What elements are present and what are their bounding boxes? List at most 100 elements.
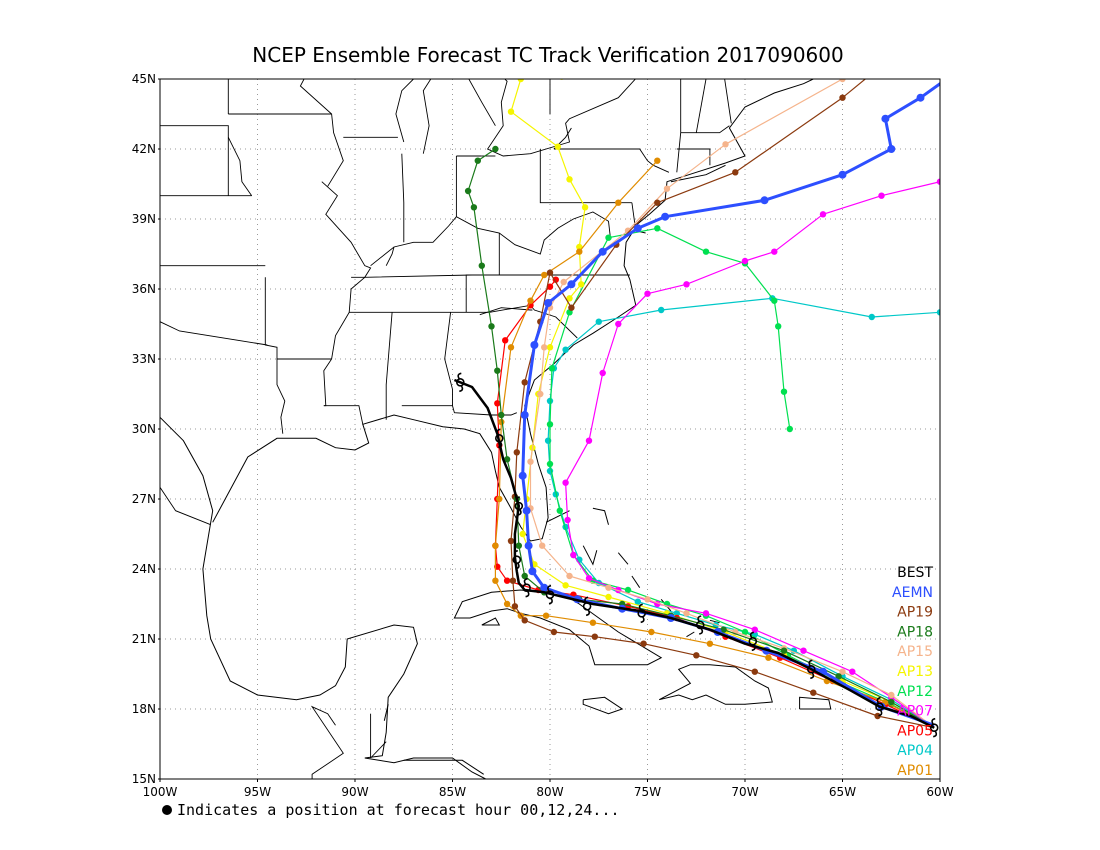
hurricane-symbol bbox=[514, 496, 524, 516]
track-point-ap15 bbox=[722, 141, 729, 148]
track-point-ap13 bbox=[566, 295, 573, 302]
track-point-ap18 bbox=[470, 204, 478, 211]
map-geography bbox=[160, 79, 832, 779]
track-point-ap19 bbox=[732, 169, 739, 176]
lat-label: 39N bbox=[132, 212, 156, 226]
track-line-ap15 bbox=[529, 79, 935, 729]
track-point-aemn bbox=[524, 541, 533, 550]
coastline bbox=[617, 552, 629, 565]
track-point-ap01 bbox=[527, 297, 534, 304]
track-point-ap18 bbox=[835, 673, 842, 680]
track-point-ap04 bbox=[546, 397, 554, 405]
political-border bbox=[321, 181, 372, 360]
track-line-ap12 bbox=[549, 227, 935, 729]
coastline bbox=[670, 164, 726, 183]
track-point-ap07 bbox=[741, 257, 749, 265]
coastline bbox=[709, 619, 720, 624]
political-border bbox=[395, 79, 414, 143]
track-point-ap12 bbox=[780, 388, 788, 395]
track-point-ap12 bbox=[775, 323, 782, 330]
political-border bbox=[310, 705, 344, 779]
track-point-aemn bbox=[633, 224, 642, 233]
lon-label: 75W bbox=[634, 785, 661, 799]
track-point-ap07 bbox=[585, 575, 593, 582]
lat-label: 45N bbox=[132, 72, 156, 86]
footnote: Indicates a position at forecast hour 00… bbox=[177, 801, 620, 819]
track-point-ap15 bbox=[537, 390, 544, 398]
track-point-ap18 bbox=[498, 411, 505, 419]
track-point-ap07 bbox=[751, 626, 758, 633]
political-border bbox=[160, 276, 268, 346]
hurricane-symbol bbox=[748, 631, 758, 652]
track-point-ap13 bbox=[578, 281, 585, 288]
track-point-ap04 bbox=[868, 313, 875, 321]
track-point-aemn bbox=[946, 73, 954, 81]
track-line-ap13 bbox=[510, 79, 935, 729]
political-border bbox=[227, 137, 253, 196]
lon-label: 70W bbox=[731, 785, 758, 799]
map-title: NCEP Ensemble Forecast TC Track Verifica… bbox=[252, 43, 843, 67]
hurricane-symbol bbox=[637, 603, 647, 624]
political-border bbox=[695, 79, 707, 133]
track-point-aemn bbox=[518, 471, 527, 480]
political-border bbox=[401, 153, 405, 243]
coastline bbox=[160, 416, 486, 779]
track-point-ap15 bbox=[566, 572, 573, 580]
political-border bbox=[385, 246, 395, 266]
track-point-ap01 bbox=[507, 344, 515, 351]
lat-label: 21N bbox=[132, 632, 156, 646]
track-point-aemn bbox=[838, 170, 847, 179]
hurricane-symbol bbox=[494, 428, 504, 449]
lon-label: 80W bbox=[536, 785, 563, 799]
political-border bbox=[276, 359, 286, 434]
political-border bbox=[370, 741, 387, 759]
track-point-ap07 bbox=[585, 437, 593, 444]
track-point-ap19 bbox=[550, 628, 558, 636]
legend-entry-ap19: AP19 bbox=[897, 605, 933, 621]
track-point-ap01 bbox=[706, 640, 714, 647]
political-border bbox=[385, 312, 393, 420]
political-border bbox=[370, 211, 611, 267]
track-point-ap07 bbox=[702, 610, 710, 617]
track-point-ap19 bbox=[640, 640, 647, 647]
track-point-ap07 bbox=[936, 178, 940, 185]
track-point-ap07 bbox=[564, 516, 571, 524]
track-point-ap07 bbox=[644, 290, 651, 297]
track-point-ap07 bbox=[819, 211, 827, 218]
track-point-ap07 bbox=[683, 281, 690, 288]
track-point-ap19 bbox=[654, 199, 661, 206]
political-border bbox=[323, 358, 332, 407]
track-point-ap13 bbox=[562, 582, 569, 589]
track-point-ap13 bbox=[517, 79, 524, 83]
coastline bbox=[453, 589, 663, 666]
coastline bbox=[383, 704, 389, 721]
coastline bbox=[631, 575, 641, 588]
political-border bbox=[676, 148, 711, 166]
track-point-ap05 bbox=[503, 577, 511, 584]
lat-label: 42N bbox=[132, 142, 156, 156]
hurricane-symbol bbox=[695, 615, 705, 635]
track-point-ap19 bbox=[693, 652, 700, 659]
track-point-aemn bbox=[760, 196, 769, 205]
track-point-ap13 bbox=[576, 243, 583, 251]
track-point-ap13 bbox=[507, 108, 515, 115]
track-point-ap01 bbox=[492, 542, 499, 549]
track-point-ap19 bbox=[568, 304, 575, 311]
track-point-ap13 bbox=[554, 143, 561, 150]
political-border bbox=[676, 132, 682, 173]
political-border bbox=[539, 149, 632, 204]
lat-label: 24N bbox=[132, 562, 156, 576]
track-point-ap19 bbox=[874, 712, 881, 720]
coastline bbox=[545, 510, 570, 523]
hurricane-symbol bbox=[512, 549, 522, 570]
political-border bbox=[299, 79, 344, 187]
track-point-ap18 bbox=[780, 647, 788, 654]
coastline bbox=[686, 631, 695, 638]
coastline bbox=[403, 759, 484, 775]
track-point-ap15 bbox=[839, 668, 846, 675]
political-border bbox=[227, 79, 229, 114]
hurricane-symbol bbox=[522, 577, 531, 598]
track-point-ap12 bbox=[546, 460, 554, 468]
lat-label: 30N bbox=[132, 422, 156, 436]
